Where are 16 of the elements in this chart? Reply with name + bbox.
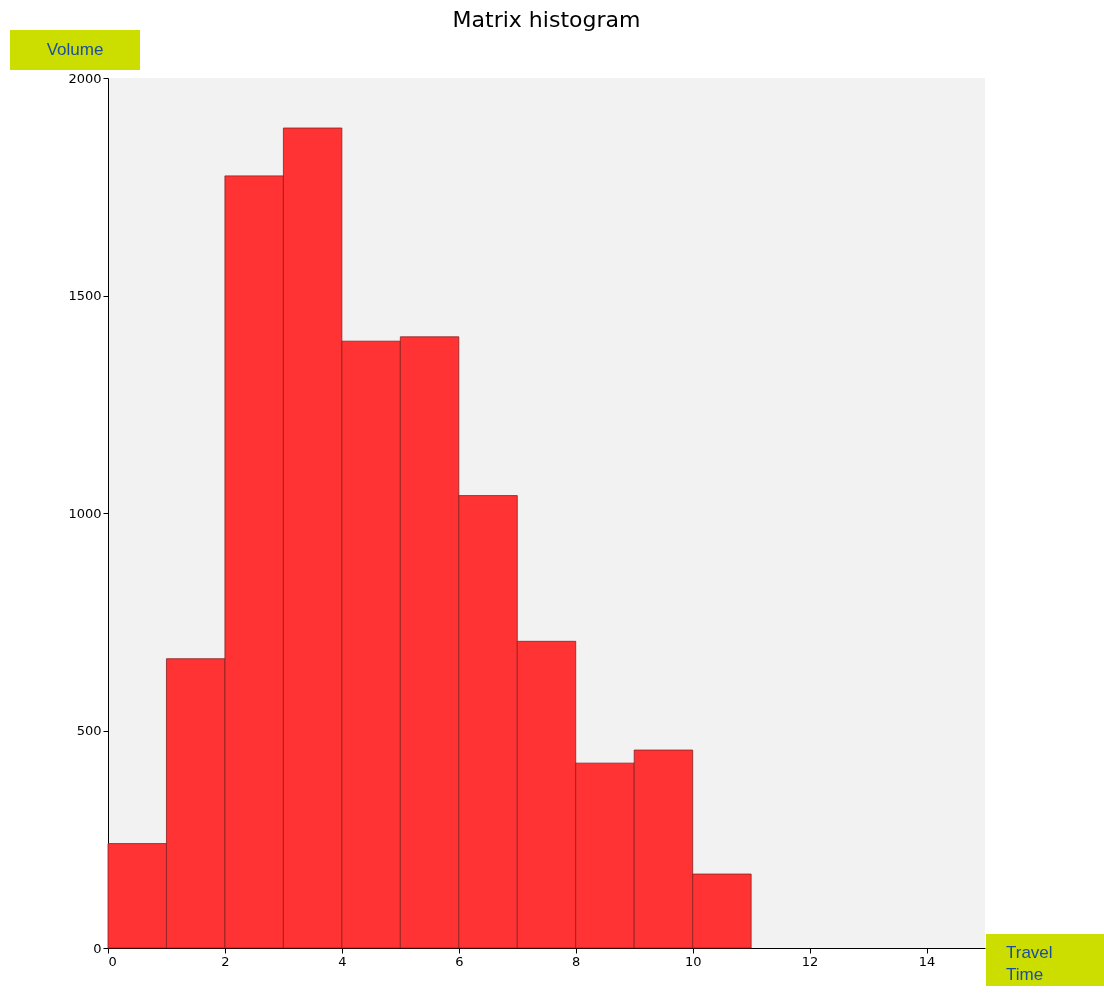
- x-tick-label: 8: [572, 953, 581, 969]
- y-tick-label: 0: [93, 940, 102, 956]
- x-tick-label: 12: [801, 953, 819, 969]
- x-tick-label: 14: [918, 953, 936, 969]
- y-tick-label: 500: [76, 723, 102, 738]
- x-tick-label: 0: [108, 953, 117, 969]
- y-tick-label: 1500: [68, 288, 102, 303]
- y-tick-label: 1000: [68, 505, 102, 521]
- y-axis-title: Volume: [10, 30, 140, 70]
- x-tick-label: 6: [455, 953, 464, 969]
- x-axis-title: Travel Time: [986, 934, 1104, 986]
- y-tick-label: 2000: [68, 70, 102, 86]
- x-tick-label: 10: [684, 953, 702, 969]
- x-tick-label: 2: [221, 953, 230, 969]
- x-tick-label: 4: [338, 953, 347, 969]
- chart-title: Matrix histogram: [452, 7, 641, 32]
